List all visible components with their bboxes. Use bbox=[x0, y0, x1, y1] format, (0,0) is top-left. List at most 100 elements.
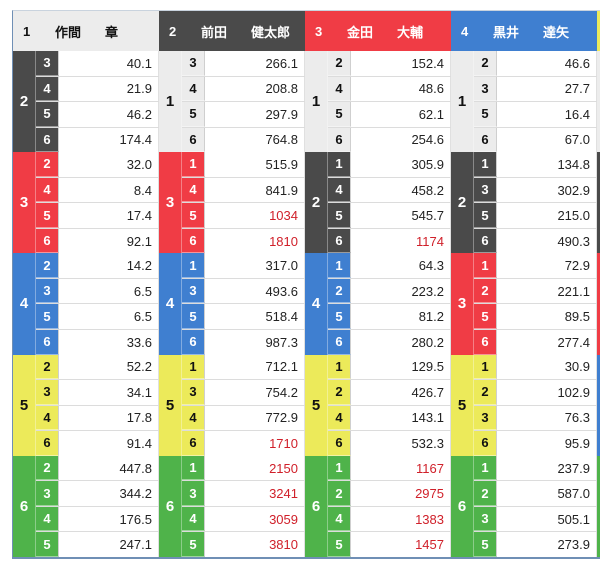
odds-row[interactable]: 2 447.8 bbox=[36, 455, 159, 482]
odds-value[interactable]: 215.0 bbox=[497, 203, 597, 228]
odds-row[interactable]: 6 254.6 bbox=[328, 127, 451, 153]
odds-row[interactable]: 1 72.9 bbox=[474, 253, 597, 279]
odds-row[interactable]: 6 490.3 bbox=[474, 228, 597, 254]
odds-value[interactable]: 764.8 bbox=[205, 127, 305, 153]
odds-row[interactable]: 1 129.5 bbox=[328, 354, 451, 381]
odds-row[interactable]: 6 1174 bbox=[328, 228, 451, 254]
odds-value[interactable]: 34.1 bbox=[59, 380, 159, 405]
odds-row[interactable]: 2 52.2 bbox=[36, 354, 159, 381]
odds-value[interactable]: 3810 bbox=[205, 532, 305, 557]
odds-row[interactable]: 4 841.9 bbox=[182, 177, 305, 204]
odds-value[interactable]: 2975 bbox=[351, 481, 451, 506]
odds-row[interactable]: 1 64.3 bbox=[328, 253, 451, 279]
odds-value[interactable]: 89.5 bbox=[497, 304, 597, 330]
odds-row[interactable]: 3 27.7 bbox=[474, 76, 597, 103]
odds-value[interactable]: 254.6 bbox=[351, 127, 451, 153]
odds-row[interactable]: 3 505.1 bbox=[474, 506, 597, 533]
odds-value[interactable]: 27.7 bbox=[497, 76, 597, 102]
odds-row[interactable]: 4 176.5 bbox=[36, 506, 159, 533]
odds-value[interactable]: 76.3 bbox=[497, 405, 597, 431]
odds-row[interactable]: 2 102.9 bbox=[474, 380, 597, 406]
odds-row[interactable]: 3 493.6 bbox=[182, 278, 305, 305]
odds-value[interactable]: 81.2 bbox=[351, 304, 451, 330]
odds-row[interactable]: 1 712.1 bbox=[182, 354, 305, 381]
odds-row[interactable]: 4 143.1 bbox=[328, 405, 451, 432]
odds-row[interactable]: 5 518.4 bbox=[182, 304, 305, 331]
odds-value[interactable]: 280.2 bbox=[351, 330, 451, 355]
odds-value[interactable]: 754.2 bbox=[205, 380, 305, 405]
odds-value[interactable]: 1810 bbox=[205, 228, 305, 254]
odds-row[interactable]: 1 237.9 bbox=[474, 455, 597, 482]
odds-value[interactable]: 21.9 bbox=[59, 76, 159, 102]
odds-value[interactable]: 237.9 bbox=[497, 455, 597, 481]
odds-value[interactable]: 532.3 bbox=[351, 431, 451, 456]
odds-value[interactable]: 247.1 bbox=[59, 532, 159, 557]
odds-value[interactable]: 297.9 bbox=[205, 102, 305, 127]
odds-row[interactable]: 3 754.2 bbox=[182, 380, 305, 406]
odds-row[interactable]: 3 266.1 bbox=[182, 51, 305, 77]
odds-row[interactable]: 5 273.9 bbox=[474, 532, 597, 557]
odds-value[interactable]: 6.5 bbox=[59, 278, 159, 304]
odds-value[interactable]: 587.0 bbox=[497, 481, 597, 506]
odds-row[interactable]: 2 152.4 bbox=[328, 51, 451, 77]
odds-value[interactable]: 14.2 bbox=[59, 253, 159, 278]
odds-value[interactable]: 8.4 bbox=[59, 177, 159, 203]
odds-row[interactable]: 6 91.4 bbox=[36, 431, 159, 456]
odds-row[interactable]: 6 33.6 bbox=[36, 330, 159, 355]
odds-value[interactable]: 1457 bbox=[351, 532, 451, 557]
odds-value[interactable]: 30.9 bbox=[497, 354, 597, 380]
odds-row[interactable]: 5 1457 bbox=[328, 532, 451, 557]
odds-value[interactable]: 2150 bbox=[205, 455, 305, 481]
odds-row[interactable]: 5 215.0 bbox=[474, 203, 597, 229]
odds-value[interactable]: 712.1 bbox=[205, 354, 305, 380]
odds-value[interactable]: 277.4 bbox=[497, 330, 597, 355]
odds-row[interactable]: 5 297.9 bbox=[182, 102, 305, 128]
odds-row[interactable]: 3 3241 bbox=[182, 481, 305, 507]
odds-value[interactable]: 92.1 bbox=[59, 228, 159, 254]
odds-row[interactable]: 1 134.8 bbox=[474, 152, 597, 178]
odds-value[interactable]: 72.9 bbox=[497, 253, 597, 278]
odds-value[interactable]: 3059 bbox=[205, 506, 305, 532]
odds-value[interactable]: 221.1 bbox=[497, 278, 597, 304]
odds-row[interactable]: 5 17.4 bbox=[36, 203, 159, 229]
odds-row[interactable]: 4 208.8 bbox=[182, 76, 305, 103]
odds-row[interactable]: 2 221.1 bbox=[474, 278, 597, 305]
odds-value[interactable]: 426.7 bbox=[351, 380, 451, 405]
odds-value[interactable]: 62.1 bbox=[351, 102, 451, 127]
odds-row[interactable]: 6 92.1 bbox=[36, 228, 159, 254]
odds-value[interactable]: 223.2 bbox=[351, 278, 451, 304]
odds-row[interactable]: 1 1167 bbox=[328, 455, 451, 482]
odds-row[interactable]: 6 1810 bbox=[182, 228, 305, 254]
odds-value[interactable]: 841.9 bbox=[205, 177, 305, 203]
odds-row[interactable]: 4 458.2 bbox=[328, 177, 451, 204]
odds-value[interactable]: 987.3 bbox=[205, 330, 305, 355]
odds-row[interactable]: 6 764.8 bbox=[182, 127, 305, 153]
odds-value[interactable]: 273.9 bbox=[497, 532, 597, 557]
odds-value[interactable]: 91.4 bbox=[59, 431, 159, 456]
odds-value[interactable]: 344.2 bbox=[59, 481, 159, 506]
odds-row[interactable]: 5 6.5 bbox=[36, 304, 159, 331]
odds-row[interactable]: 6 987.3 bbox=[182, 330, 305, 355]
odds-value[interactable]: 447.8 bbox=[59, 455, 159, 481]
odds-row[interactable]: 2 426.7 bbox=[328, 380, 451, 406]
odds-row[interactable]: 5 16.4 bbox=[474, 102, 597, 128]
odds-value[interactable]: 40.1 bbox=[59, 51, 159, 76]
odds-row[interactable]: 3 76.3 bbox=[474, 405, 597, 432]
odds-value[interactable]: 33.6 bbox=[59, 330, 159, 355]
odds-value[interactable]: 1167 bbox=[351, 455, 451, 481]
odds-value[interactable]: 1174 bbox=[351, 228, 451, 254]
odds-value[interactable]: 266.1 bbox=[205, 51, 305, 76]
odds-row[interactable]: 5 1034 bbox=[182, 203, 305, 229]
odds-row[interactable]: 6 280.2 bbox=[328, 330, 451, 355]
odds-value[interactable]: 208.8 bbox=[205, 76, 305, 102]
odds-row[interactable]: 2 32.0 bbox=[36, 152, 159, 178]
odds-row[interactable]: 3 344.2 bbox=[36, 481, 159, 507]
odds-value[interactable]: 102.9 bbox=[497, 380, 597, 405]
odds-value[interactable]: 67.0 bbox=[497, 127, 597, 153]
odds-value[interactable]: 32.0 bbox=[59, 152, 159, 177]
odds-value[interactable]: 490.3 bbox=[497, 228, 597, 254]
odds-value[interactable]: 505.1 bbox=[497, 506, 597, 532]
odds-value[interactable]: 16.4 bbox=[497, 102, 597, 127]
odds-value[interactable]: 1710 bbox=[205, 431, 305, 456]
odds-row[interactable]: 2 46.6 bbox=[474, 51, 597, 77]
